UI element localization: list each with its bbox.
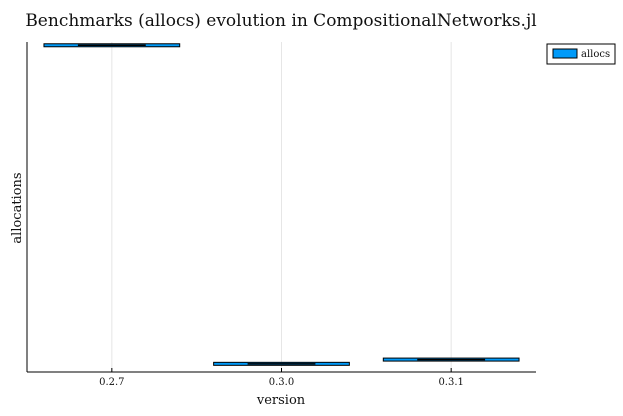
x-tick-label-0.3.0: 0.3.0 <box>269 377 294 388</box>
x-tick-labels: 0.2.7 0.3.0 0.3.1 <box>99 368 464 388</box>
x-axis-label: version <box>256 393 306 408</box>
y-axis-label: allocations <box>10 172 25 243</box>
x-tick-label-0.3.1: 0.3.1 <box>438 377 463 388</box>
legend-swatch <box>552 48 578 59</box>
legend: allocs <box>546 43 616 65</box>
chart-title: Benchmarks (allocs) evolution in Composi… <box>25 11 536 31</box>
legend-label: allocs <box>581 49 610 60</box>
boxes <box>43 43 520 366</box>
x-tick-label-0.2.7: 0.2.7 <box>99 377 124 388</box>
grid-lines <box>111 42 452 372</box>
